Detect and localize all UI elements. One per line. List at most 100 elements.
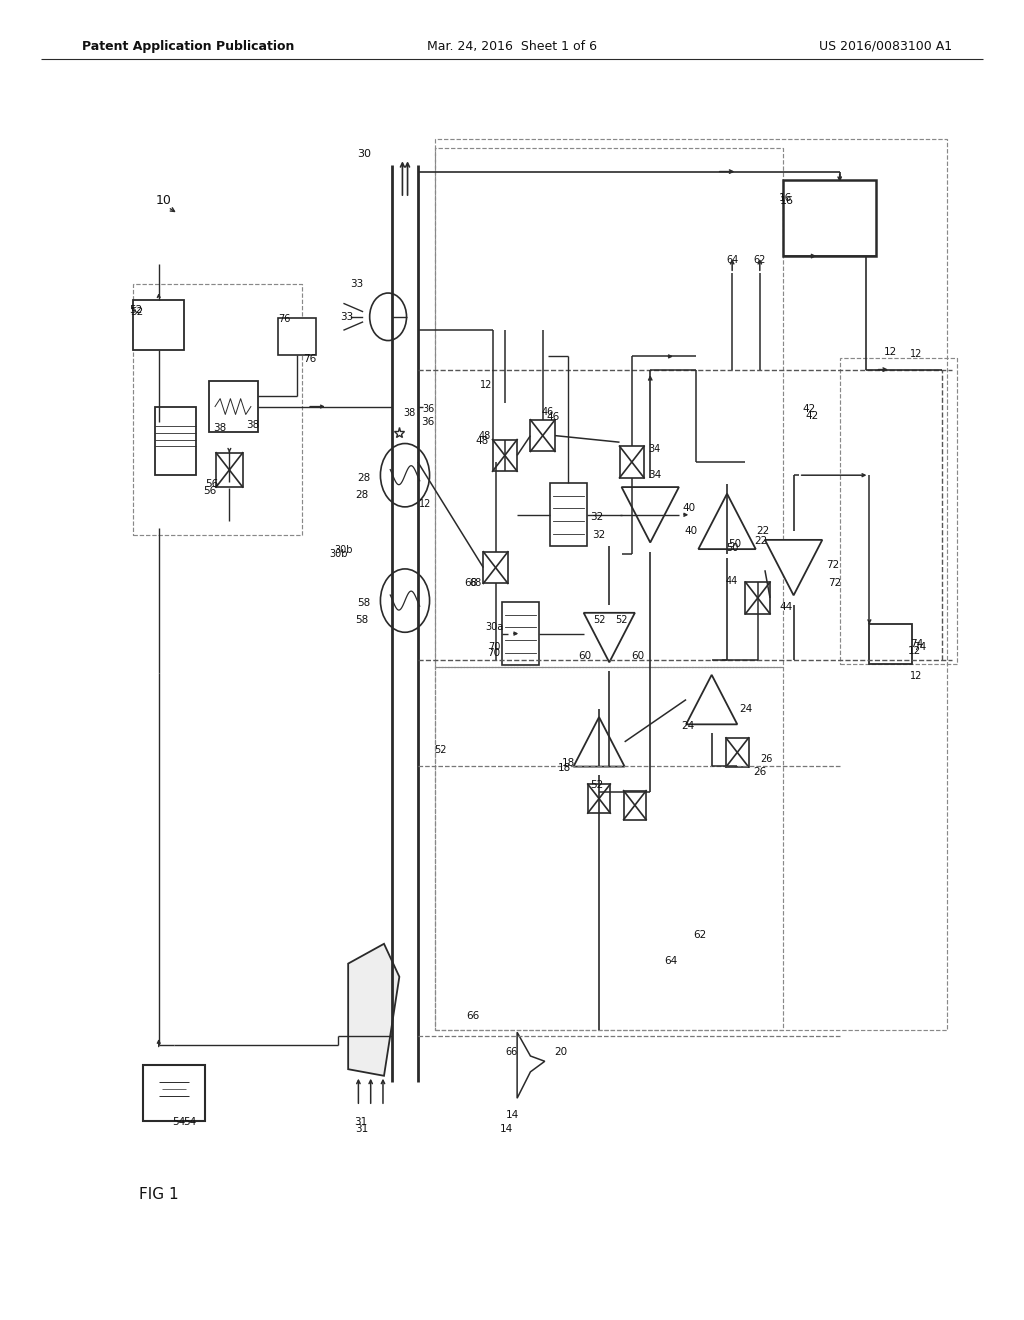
Text: 31: 31 bbox=[355, 1123, 368, 1134]
Text: 26: 26 bbox=[760, 754, 772, 764]
Text: 68: 68 bbox=[465, 578, 477, 589]
Bar bbox=[435, 139, 947, 1030]
Bar bbox=[435, 667, 783, 1030]
Text: 33: 33 bbox=[350, 279, 362, 289]
Bar bbox=[209, 381, 258, 432]
Text: 50: 50 bbox=[729, 539, 741, 549]
Bar bbox=[133, 300, 184, 350]
Text: 62: 62 bbox=[693, 929, 706, 940]
Text: 72: 72 bbox=[826, 560, 839, 570]
Text: Mar. 24, 2016  Sheet 1 of 6: Mar. 24, 2016 Sheet 1 of 6 bbox=[427, 40, 597, 53]
Text: 38: 38 bbox=[247, 420, 259, 430]
Bar bbox=[435, 148, 783, 667]
Text: 14: 14 bbox=[501, 1123, 513, 1134]
Text: US 2016/0083100 A1: US 2016/0083100 A1 bbox=[819, 40, 952, 53]
Text: 48: 48 bbox=[476, 436, 488, 446]
Text: 66: 66 bbox=[506, 1047, 518, 1057]
Text: 74: 74 bbox=[910, 639, 923, 649]
Text: 24: 24 bbox=[739, 704, 752, 714]
Text: 18: 18 bbox=[562, 758, 574, 768]
Text: 74: 74 bbox=[913, 642, 926, 652]
Text: 40: 40 bbox=[685, 525, 697, 536]
Text: 48: 48 bbox=[478, 430, 490, 441]
Text: 12: 12 bbox=[480, 380, 493, 391]
Text: 12: 12 bbox=[419, 499, 432, 510]
Text: 56: 56 bbox=[204, 486, 216, 496]
Text: 52: 52 bbox=[591, 780, 603, 791]
Text: 12: 12 bbox=[910, 671, 923, 681]
Text: 54: 54 bbox=[173, 1117, 185, 1127]
Text: 40: 40 bbox=[683, 503, 695, 513]
Polygon shape bbox=[584, 612, 635, 663]
Text: 12: 12 bbox=[885, 347, 897, 358]
Text: 76: 76 bbox=[303, 354, 315, 364]
Bar bbox=[133, 284, 302, 535]
Circle shape bbox=[380, 444, 430, 507]
Polygon shape bbox=[686, 675, 737, 725]
Polygon shape bbox=[573, 717, 625, 767]
Text: 70: 70 bbox=[487, 648, 500, 659]
Bar bbox=[530, 420, 555, 451]
Text: 22: 22 bbox=[757, 525, 769, 536]
Bar bbox=[840, 358, 957, 664]
Bar bbox=[783, 180, 876, 256]
Text: 46: 46 bbox=[547, 412, 559, 422]
Text: 38: 38 bbox=[403, 408, 416, 418]
Text: 54: 54 bbox=[183, 1117, 196, 1127]
Text: 52: 52 bbox=[434, 744, 446, 755]
Bar bbox=[483, 552, 508, 583]
Circle shape bbox=[380, 569, 430, 632]
Text: 30b: 30b bbox=[334, 545, 353, 556]
Text: 52: 52 bbox=[593, 615, 605, 626]
Bar bbox=[502, 602, 539, 665]
Polygon shape bbox=[622, 487, 679, 543]
Text: 60: 60 bbox=[579, 651, 591, 661]
Text: 22: 22 bbox=[755, 536, 767, 546]
Bar bbox=[869, 624, 912, 664]
Polygon shape bbox=[765, 540, 822, 595]
Text: 30b: 30b bbox=[329, 549, 348, 560]
Bar bbox=[278, 318, 316, 355]
Text: 42: 42 bbox=[803, 404, 815, 414]
Text: 64: 64 bbox=[665, 956, 677, 966]
Text: 36: 36 bbox=[422, 404, 434, 414]
Text: 18: 18 bbox=[558, 763, 570, 774]
Text: 28: 28 bbox=[357, 473, 371, 483]
Text: 56: 56 bbox=[206, 479, 218, 490]
Text: 36: 36 bbox=[422, 417, 434, 428]
Bar bbox=[216, 453, 243, 487]
Text: 24: 24 bbox=[682, 721, 694, 731]
Bar bbox=[726, 738, 749, 767]
Text: FIG 1: FIG 1 bbox=[139, 1187, 178, 1203]
Bar bbox=[620, 446, 644, 478]
Text: 32: 32 bbox=[591, 512, 603, 523]
Text: 46: 46 bbox=[542, 407, 554, 417]
Text: 42: 42 bbox=[806, 411, 818, 421]
Bar bbox=[143, 1065, 205, 1121]
Polygon shape bbox=[517, 1032, 545, 1098]
Text: 72: 72 bbox=[828, 578, 841, 589]
Text: 44: 44 bbox=[780, 602, 793, 612]
Text: 62: 62 bbox=[754, 255, 766, 265]
Text: 60: 60 bbox=[632, 651, 644, 661]
Text: 52: 52 bbox=[131, 306, 143, 317]
Text: 14: 14 bbox=[506, 1110, 518, 1121]
Text: 26: 26 bbox=[754, 767, 766, 777]
Text: 20: 20 bbox=[555, 1047, 567, 1057]
Text: 16: 16 bbox=[779, 193, 792, 203]
Text: 30a: 30a bbox=[485, 622, 504, 632]
Bar bbox=[155, 407, 196, 475]
Text: 52: 52 bbox=[130, 305, 142, 315]
Text: 58: 58 bbox=[357, 598, 371, 609]
Text: 34: 34 bbox=[648, 444, 660, 454]
Bar bbox=[550, 483, 587, 546]
Text: 30: 30 bbox=[357, 149, 371, 160]
Text: 68: 68 bbox=[469, 578, 481, 589]
Text: 31: 31 bbox=[354, 1117, 367, 1127]
Text: 52: 52 bbox=[615, 615, 628, 626]
Circle shape bbox=[370, 293, 407, 341]
Bar bbox=[624, 791, 646, 820]
Text: 44: 44 bbox=[726, 576, 738, 586]
Text: 34: 34 bbox=[648, 470, 660, 480]
Text: 12: 12 bbox=[908, 645, 921, 656]
